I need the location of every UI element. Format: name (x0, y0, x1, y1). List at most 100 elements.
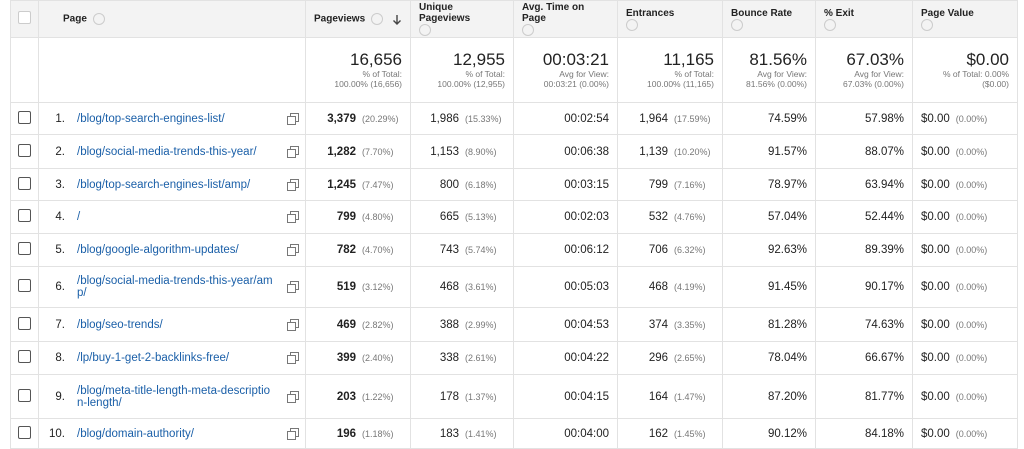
metric-percent: (2.61%) (465, 353, 497, 363)
column-title: % Exit (824, 7, 855, 19)
open-page-icon[interactable] (287, 427, 299, 440)
metric-percent: (4.19%) (674, 282, 706, 292)
metric-value: 89.39% (864, 244, 904, 256)
page-link[interactable]: /blog/meta-title-length-meta-description… (77, 384, 271, 409)
total-caption: % of Total: (465, 69, 505, 79)
checkbox-cell (10, 307, 39, 342)
help-icon (824, 18, 836, 31)
total-detail: 81.56% (0.00%) (746, 79, 807, 89)
metric-percent: (7.70%) (362, 146, 394, 157)
metric-percent: (20.29%) (362, 113, 399, 124)
column-header[interactable]: Avg. Time on Page (513, 0, 618, 38)
page-link[interactable]: / (77, 211, 81, 223)
open-page-icon[interactable] (287, 145, 299, 158)
help-icon (371, 12, 384, 25)
data-row: 10. /blog/domain-authority/196 (1.18%) 183 (… (10, 418, 1018, 449)
metric-value: 162 (648, 427, 668, 440)
metric-value: 00:04:22 (564, 352, 609, 364)
column-header[interactable]: Entrances (617, 0, 723, 38)
data-row: 4. / 799 (4.80%) 665 (5.13%) 00:02:03 532 (4.76%… (10, 200, 1018, 234)
metric-value: $0.00 (921, 427, 950, 440)
row-checkbox[interactable] (18, 388, 31, 402)
page-link[interactable]: /blog/social-media-trends-this-year/ (77, 145, 257, 158)
column-header[interactable]: Page (38, 0, 306, 38)
checkbox-cell (10, 102, 39, 135)
metric-percent: (1.47%) (674, 391, 706, 402)
metric-cell: 782 (4.70%) (305, 233, 411, 267)
metric-cell: 374 (3.35%) (617, 307, 723, 342)
row-checkbox[interactable] (18, 110, 31, 124)
metric-cell: 00:06:38 (513, 134, 618, 169)
metric-cell: 1,964 (17.59%) (617, 102, 723, 135)
row-checkbox[interactable] (18, 242, 31, 255)
metric-value: $0.00 (921, 178, 950, 191)
metric-cell: 388 (2.99%) (410, 307, 514, 342)
metric-percent: (2.40%) (362, 353, 394, 363)
metric-value: 52.44% (864, 211, 904, 223)
metric-cell: $0.00 (0.00%) (912, 374, 1018, 419)
page-link[interactable]: /blog/top-search-engines-list/amp/ (77, 178, 251, 191)
total-value: 67.03% (846, 50, 904, 69)
total-detail: 67.03% (0.00%) (843, 79, 904, 89)
page-link[interactable]: /blog/social-media-trends-this-year/amp/ (77, 275, 273, 299)
row-checkbox[interactable] (18, 425, 31, 439)
page-link[interactable]: /blog/google-algorithm-updates/ (77, 244, 239, 256)
metric-percent: (4.76%) (674, 212, 706, 222)
metric-cell: 468 (3.61%) (410, 266, 514, 308)
open-page-icon[interactable] (287, 112, 299, 125)
metric-value: 57.98% (864, 112, 904, 125)
metric-cell: 799 (7.16%) (617, 168, 723, 201)
metric-cell: 81.28% (722, 307, 816, 342)
open-page-icon[interactable] (287, 318, 299, 331)
total-caption: Avg for View: (854, 69, 904, 79)
metric-cell: 78.04% (722, 341, 816, 375)
open-page-icon[interactable] (287, 244, 299, 256)
page-link[interactable]: /lp/buy-1-get-2-backlinks-free/ (77, 352, 230, 364)
page-link[interactable]: /blog/domain-authority/ (77, 427, 194, 440)
column-header[interactable]: Bounce Rate (722, 0, 816, 38)
open-page-icon[interactable] (287, 281, 299, 293)
page-link[interactable]: /blog/top-search-engines-list/ (77, 112, 225, 125)
row-index: 3. (55, 178, 65, 191)
metric-cell: 665 (5.13%) (410, 200, 514, 234)
column-header[interactable]: Pageviews (305, 0, 411, 38)
metric-value: $0.00 (921, 112, 950, 125)
total-value: 00:03:21 (542, 50, 609, 69)
row-checkbox[interactable] (18, 176, 31, 190)
row-checkbox[interactable] (18, 316, 31, 330)
metric-cell: 57.98% (815, 102, 913, 135)
page-link[interactable]: /blog/seo-trends/ (77, 318, 163, 331)
metric-cell: $0.00 (0.00%) (912, 134, 1018, 169)
row-index: 8. (55, 352, 65, 364)
row-checkbox[interactable] (18, 350, 31, 363)
metric-value: 00:02:03 (564, 211, 609, 223)
row-checkbox[interactable] (18, 143, 31, 157)
row-checkbox[interactable] (18, 209, 31, 222)
open-page-icon[interactable] (287, 390, 299, 403)
open-page-icon[interactable] (287, 352, 299, 364)
metric-value: 00:06:38 (564, 145, 609, 158)
checkbox-cell (10, 418, 39, 449)
data-row: 7. /blog/seo-trends/469 (2.82%) 388 (2.99%) 0… (10, 307, 1018, 342)
total-caption: % of Total: 0.00% (943, 69, 1009, 79)
data-row: 3. /blog/top-search-engines-list/amp/1,24… (10, 168, 1018, 201)
metric-value: 1,282 (327, 145, 356, 158)
metric-percent: (3.35%) (674, 319, 706, 330)
column-header[interactable]: % Exit (815, 0, 913, 38)
metric-cell: 00:06:12 (513, 233, 618, 267)
metric-value: 706 (648, 244, 668, 256)
column-header[interactable]: Page Value (912, 0, 1018, 38)
select-all-checkbox[interactable] (18, 11, 31, 24)
metric-cell: 164 (1.47%) (617, 374, 723, 419)
checkbox-cell (10, 266, 39, 308)
open-page-icon[interactable] (287, 211, 299, 223)
column-title: Page Value (921, 7, 974, 19)
metric-value: 1,964 (639, 112, 668, 125)
metric-cell: 00:05:03 (513, 266, 618, 308)
open-page-icon[interactable] (287, 178, 299, 191)
column-header[interactable]: Unique Pageviews (410, 0, 514, 38)
page-cell: 5. /blog/google-algorithm-updates/ (38, 233, 306, 267)
row-checkbox[interactable] (18, 279, 31, 292)
metric-value: 532 (648, 211, 668, 223)
metric-cell: 91.45% (722, 266, 816, 308)
